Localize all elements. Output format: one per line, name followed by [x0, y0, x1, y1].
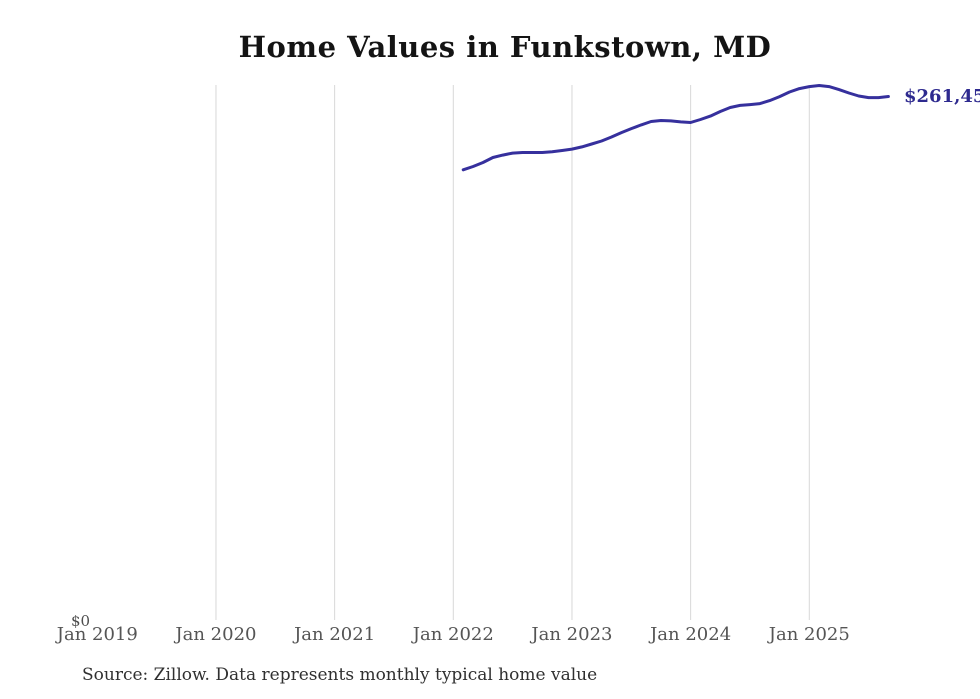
- x-tick-label: Jan 2023: [531, 624, 613, 645]
- y-axis-zero-label: $0: [71, 612, 91, 630]
- vertical-gridlines: [215, 85, 810, 620]
- x-tick-label: Jan 2024: [650, 624, 732, 645]
- x-tick-label: Jan 2020: [175, 624, 257, 645]
- last-value-annotation: $261,451: [904, 86, 980, 107]
- x-tick-label: Jan 2022: [412, 624, 494, 645]
- x-tick-label: Jan 2019: [56, 624, 138, 645]
- x-tick-label: Jan 2025: [768, 624, 850, 645]
- home-value-line-series: [461, 84, 890, 172]
- source-note: Source: Zillow. Data represents monthly …: [82, 665, 598, 685]
- chart-title: Home Values in Funkstown, MD: [238, 30, 772, 64]
- x-tick-label: Jan 2021: [294, 624, 376, 645]
